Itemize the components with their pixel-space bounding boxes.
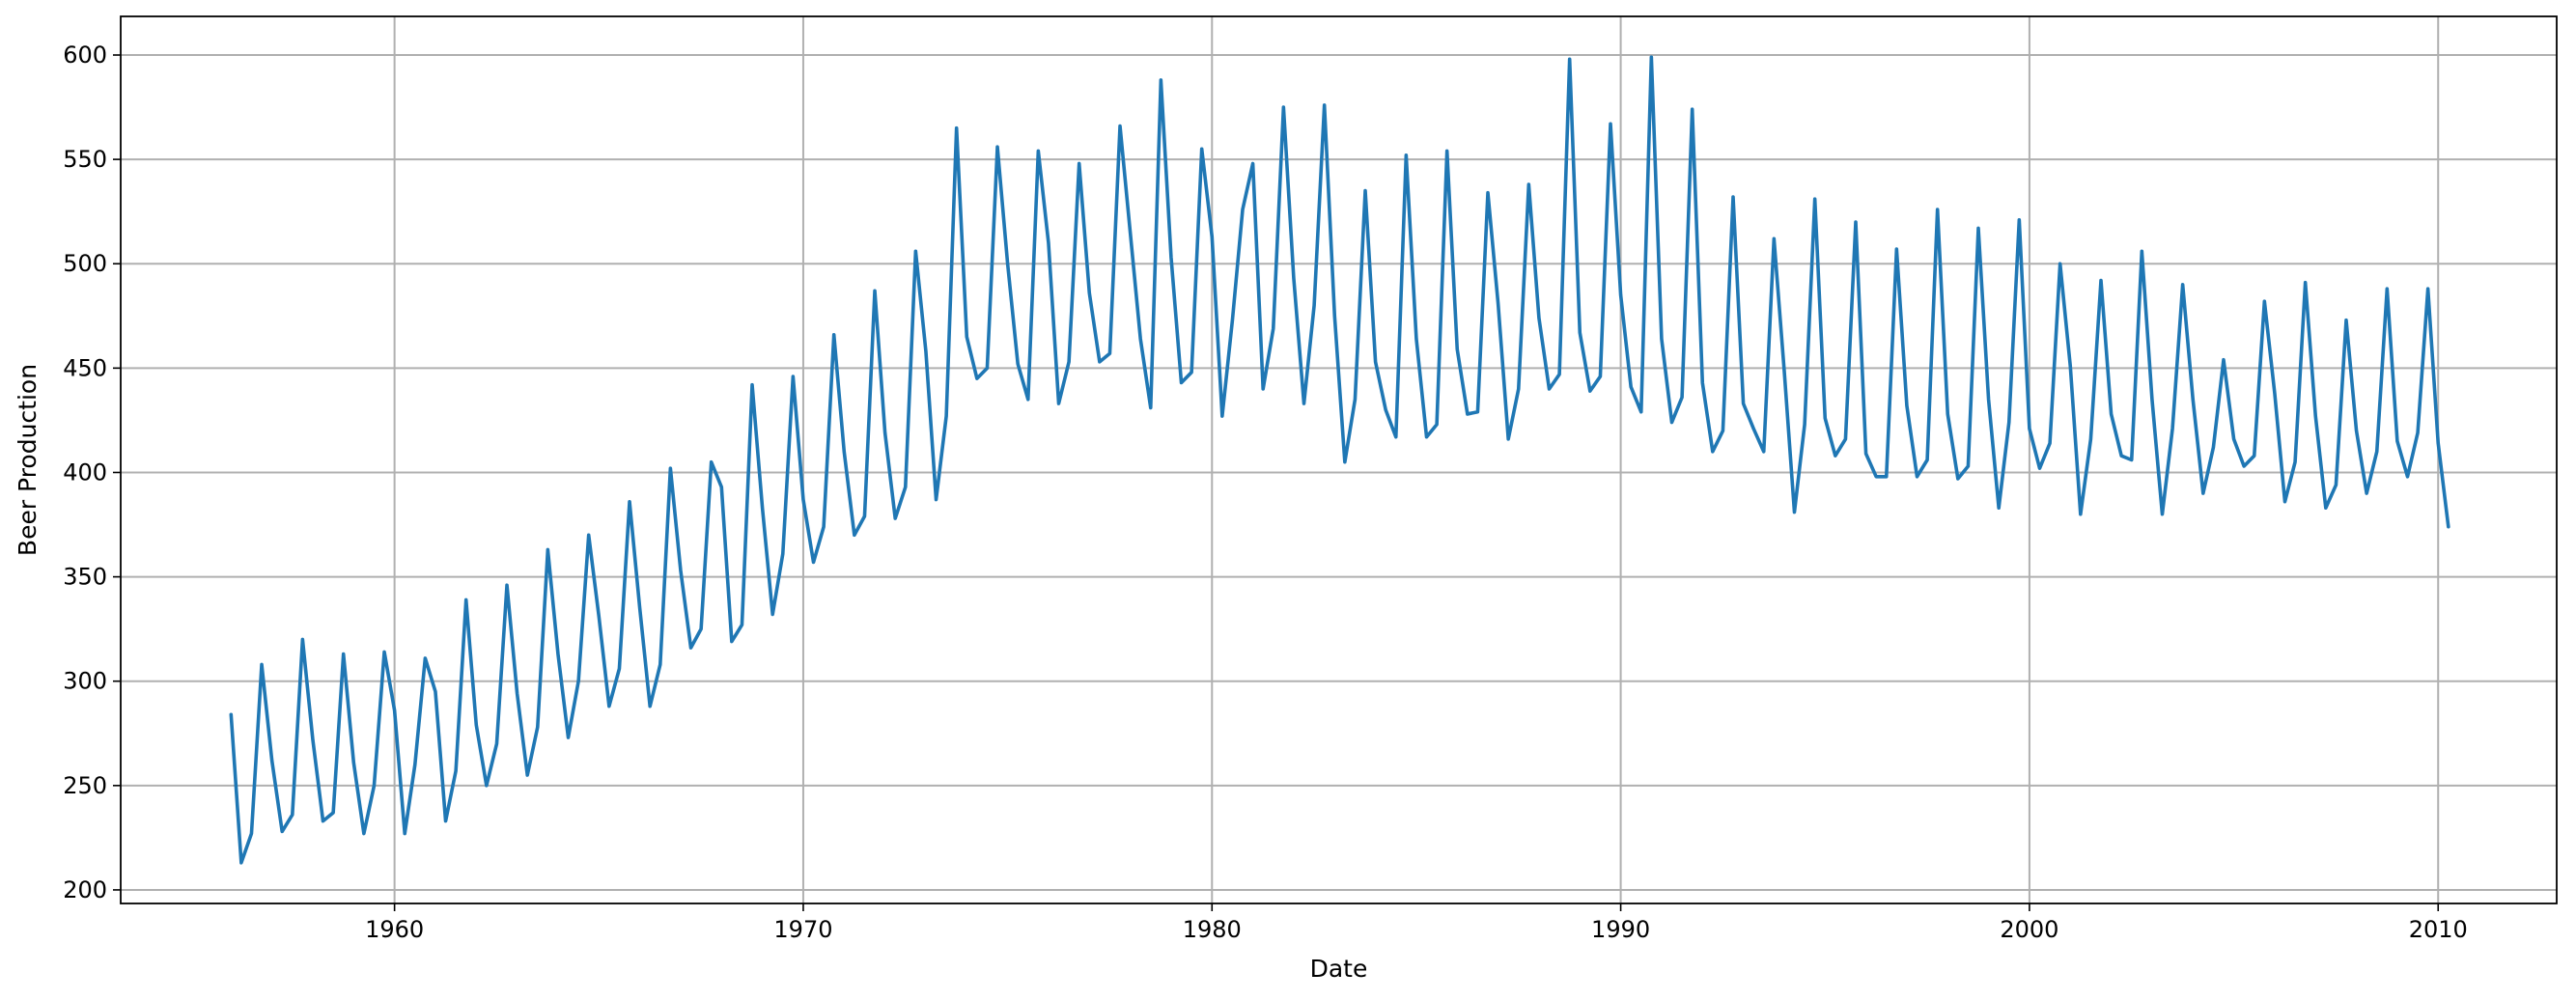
y-tick-label: 500 [63, 250, 107, 277]
y-tick-label: 550 [63, 146, 107, 173]
y-tick-label: 450 [63, 354, 107, 381]
x-tick-label: 2000 [2000, 916, 2058, 943]
y-tick-label: 600 [63, 42, 107, 69]
x-tick-label: 1970 [773, 916, 832, 943]
y-axis-label: Beer Production [14, 364, 42, 556]
plot-frame [120, 15, 2558, 904]
x-tick-label: 1980 [1183, 916, 1242, 943]
x-axis-label: Date [1310, 955, 1368, 983]
y-tick-label: 250 [63, 772, 107, 799]
x-tick-label: 1960 [365, 916, 424, 943]
y-tick-label: 350 [63, 564, 107, 591]
y-tick-label: 300 [63, 668, 107, 695]
series-layer [229, 55, 2450, 865]
x-axis-ticks: 1960 1970 1980 1990 2000 2010 [365, 903, 2468, 943]
y-axis-ticks: 200 250 300 350 400 450 500 550 600 [63, 42, 121, 903]
y-tick-label: 400 [63, 458, 107, 486]
x-tick-label: 1990 [1591, 916, 1650, 943]
y-tick-label: 200 [63, 876, 107, 903]
grid [121, 16, 2557, 903]
x-tick-label: 2010 [2409, 916, 2468, 943]
series-line-beer-production [229, 55, 2450, 865]
